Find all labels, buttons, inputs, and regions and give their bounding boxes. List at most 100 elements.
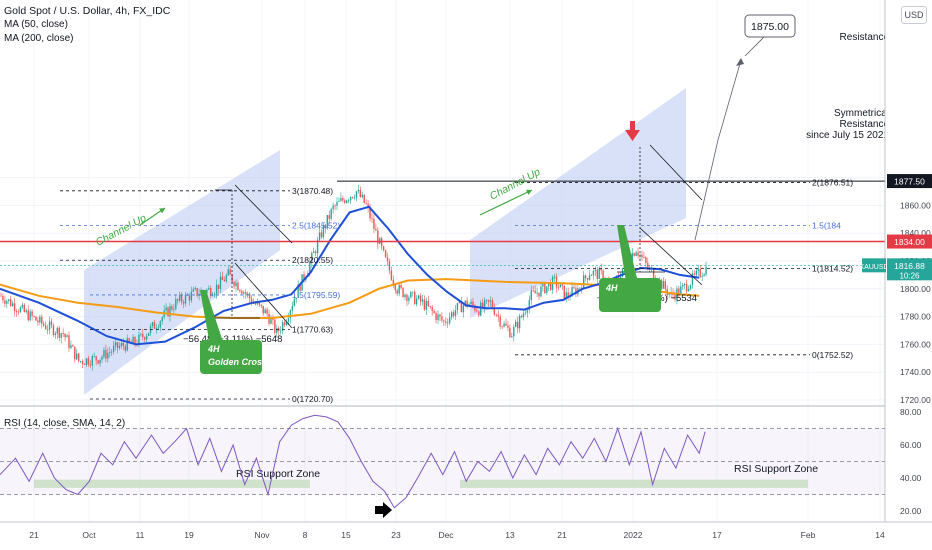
fib-level-label: 3(1870.48) [292,186,333,196]
candle-body [699,269,701,277]
candle-body [417,295,420,299]
candle-body [93,356,95,357]
candle-body [76,353,78,360]
candle-body [367,203,369,208]
candle-body [621,268,624,277]
candle-body [138,334,140,345]
target-label: 1875.00 [751,21,789,33]
drop-channel-top [234,184,293,244]
candle-body [497,314,499,317]
candle-body [412,291,414,293]
candle-body [538,292,540,297]
candle-body [81,360,84,364]
candle-body [217,284,220,289]
price-tick-label: 1800.00 [900,284,931,294]
channel-up-arrow-right-head [526,189,532,195]
candle-body [248,293,251,299]
candle-body [458,301,461,304]
candle-body [264,309,266,314]
resistance-price-tag-bg [887,174,932,189]
candle-body [425,301,428,310]
candle-body [602,270,604,282]
target-connector [744,35,766,57]
candle-body [256,302,259,305]
candle-body [476,310,478,312]
candle-body [689,284,692,290]
candle-body [188,295,191,301]
candle-body [388,261,391,271]
resistance-price-tag: 1877.50 [894,177,925,187]
time-axis-bg [0,522,932,550]
candle-body [693,273,696,275]
candle-body [452,312,455,316]
candle-body [359,190,362,198]
candle-body [144,337,146,340]
candle-body [445,321,447,323]
candle-body [206,289,208,294]
candle-body [165,307,167,311]
currency-button[interactable]: USD [901,6,927,24]
candle-body [460,301,463,313]
candle-body [439,314,441,317]
sym-resistance-label-1: Symmetrical [834,108,889,119]
candle-body [353,197,356,199]
price-tick-label: 1780.00 [900,312,931,322]
candle-body [414,291,416,305]
candle-body [402,287,404,297]
candle-body [631,253,633,263]
candle-body [210,288,212,296]
candle-body [151,322,154,326]
drop-channel-top [649,144,703,201]
candle-body [338,200,340,202]
red-arrow-marker [630,121,635,131]
candle-body [592,270,595,276]
candle-body [70,345,72,349]
candle-body [536,292,538,294]
candle-body [291,305,294,311]
candle-body [617,277,620,278]
ma200-legend: MA (200, close) [4,33,74,44]
candle-body [365,202,367,204]
current-price-tag: 1816.88 [894,261,925,271]
channel-up-left [84,150,280,395]
candle-body [652,269,655,281]
candle-body [478,311,480,316]
price-pane[interactable] [0,0,885,522]
candle-body [600,268,602,271]
candle-body [260,304,262,306]
candle-body [254,303,257,305]
candle-body [534,290,536,294]
resistance-label: Resistance [840,32,890,43]
candle-body [573,287,575,289]
candle-body [4,300,6,304]
time-tick-label: 21 [557,530,567,540]
golden-cross-label-2: Golden Cross [208,357,267,367]
fib-level-label: 1(1770.63) [292,325,333,335]
candle-body [487,299,490,302]
candle-body [44,325,47,330]
candle-body [314,251,317,254]
candle-body [87,358,90,365]
channel-up-right [470,88,686,318]
fib-level-label: 1(1814.52) [812,264,853,274]
candle-body [516,321,519,329]
candle-body [23,304,26,312]
target-box [744,14,796,38]
rsi-pane[interactable]: RSI Support Zone RSI Support Zone [0,405,932,518]
candle-body [441,316,443,321]
candle-body [299,284,301,291]
candle-body [384,250,387,258]
candle-body [178,294,181,301]
candle-body [532,290,534,292]
candle-body [344,200,346,203]
candle-body [243,292,245,294]
candle-body [347,200,350,202]
candle-body [324,225,327,228]
candle-body [215,284,218,294]
candle-body [266,309,268,314]
candle-body [56,327,59,334]
candle-body [561,284,564,286]
candle-body [697,269,699,271]
